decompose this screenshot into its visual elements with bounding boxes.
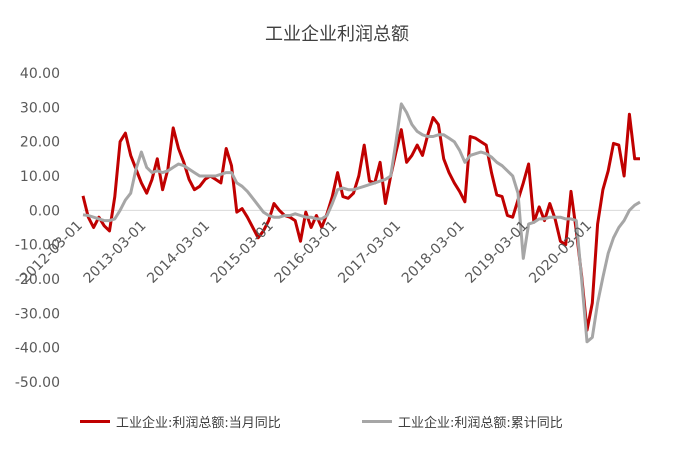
legend-item-monthly: 工业企业:利润总额:当月同比 xyxy=(80,412,281,431)
y-tick-label: -20.00 xyxy=(15,272,60,288)
series-line-cumulative xyxy=(82,102,641,344)
x-tick-label: 2014-03-01 xyxy=(144,218,213,287)
x-tick-label: 2020-03-01 xyxy=(526,218,595,287)
x-tick-label: 2019-03-01 xyxy=(463,218,532,287)
x-tick-label: 2016-03-01 xyxy=(272,218,341,287)
legend-label-monthly: 工业企业:利润总额:当月同比 xyxy=(116,416,281,431)
legend-swatch-cumulative xyxy=(362,420,392,423)
y-tick-label: -10.00 xyxy=(15,238,60,254)
chart-plot: 40.00 30.00 20.00 10.00 0.00 -10.00 -20.00 -30.… xyxy=(15,66,641,391)
legend-label-cumulative: 工业企业:利润总额:累计同比 xyxy=(398,416,563,431)
x-tick-label: 2015-03-01 xyxy=(208,218,277,287)
x-tick-label: 2018-03-01 xyxy=(399,218,468,287)
legend-swatch-monthly xyxy=(80,420,110,423)
y-tick-label: -30.00 xyxy=(15,306,60,322)
y-tick-label: 40.00 xyxy=(20,66,60,82)
legend-item-cumulative: 工业企业:利润总额:累计同比 xyxy=(362,412,563,431)
chart-legend: 工业企业:利润总额:当月同比 工业企业:利润总额:累计同比 xyxy=(0,408,674,432)
chart-title: 工业企业利润总额 xyxy=(265,24,409,45)
x-tick-label: 2017-03-01 xyxy=(335,218,404,287)
x-tick-label: 2013-03-01 xyxy=(81,218,150,287)
y-tick-label: -40.00 xyxy=(15,341,60,357)
series-line-monthly xyxy=(81,112,640,332)
y-tick-label: 30.00 xyxy=(20,100,60,116)
y-tick-label: 20.00 xyxy=(20,135,60,151)
y-tick-label: -50.00 xyxy=(15,375,60,391)
y-tick-label: 10.00 xyxy=(20,169,60,185)
y-tick-label: 0.00 xyxy=(29,203,60,219)
